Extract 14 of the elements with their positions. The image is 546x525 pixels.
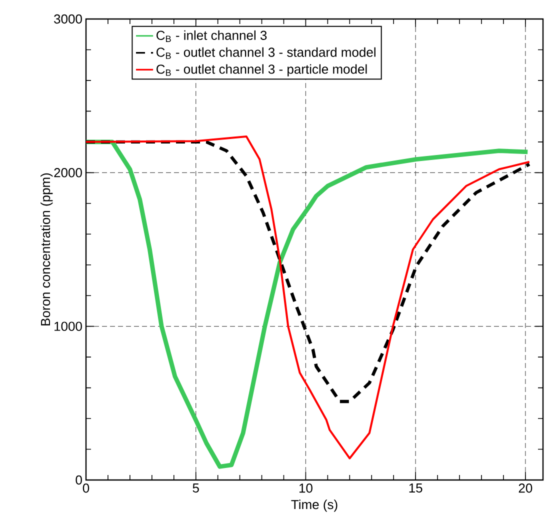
y-tick-label: 1000 (54, 322, 82, 331)
x-tick-label: 10 (299, 484, 312, 493)
x-tick-label: 20 (518, 484, 532, 493)
x-tick-label: 5 (192, 484, 199, 493)
x-tick-label: 0 (82, 484, 90, 493)
legend-label: C$_{B}$ - outlet channel 3 - standard model (156, 47, 376, 59)
legend-label: C$_{B}$ - inlet channel 3 (156, 30, 267, 42)
y-tick-label: 0 (76, 475, 82, 485)
y-tick-label: 2000 (54, 168, 82, 178)
x-axis-title: Time (s) (291, 500, 338, 512)
y-tick-label: 3000 (54, 14, 82, 24)
x-tick-label: 15 (409, 484, 422, 493)
y-axis-title: Boron concentration (ppm) (40, 173, 53, 326)
legend-label: C$_{B}$ - outlet channel 3 - particle model (156, 64, 367, 76)
